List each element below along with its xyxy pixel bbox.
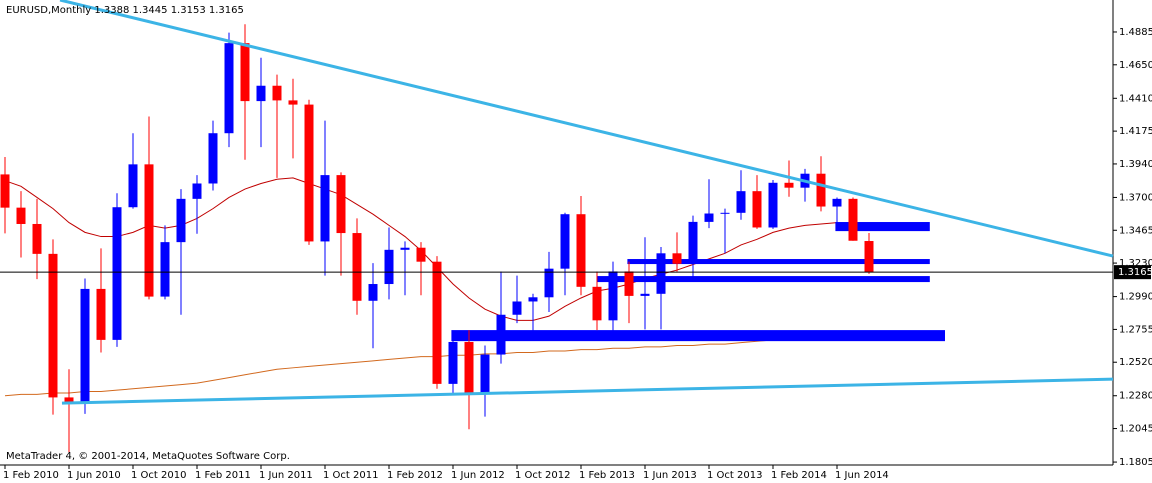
candle-body [480,354,490,393]
candle-body [688,221,698,264]
y-tick-label: 1.4175 [1119,126,1152,137]
y-tick-label: 1.2990 [1119,292,1152,303]
candle-body [288,100,298,105]
y-tick-label: 1.2755 [1119,324,1152,335]
x-tick-label: 1 Feb 2013 [579,470,635,481]
candle-body [576,214,586,287]
y-tick-label: 1.3700 [1119,192,1152,203]
candle-body [64,397,74,403]
candle-body [32,223,42,254]
zone [451,330,945,342]
candle-body [432,261,442,384]
candle-body [304,104,314,242]
x-tick-label: 1 Oct 2010 [131,470,186,481]
x-tick-label: 1 Feb 2012 [387,470,443,481]
candle-body [768,182,778,228]
zone [835,222,930,232]
y-tick-label: 1.4885 [1119,27,1152,38]
candle-body [848,198,858,241]
chart-title: EURUSD,Monthly 1.3388 1.3445 1.3153 1.31… [6,5,244,16]
candle-body [560,214,570,269]
x-tick-label: 1 Feb 2010 [3,470,59,481]
candle-body [352,233,362,301]
candle-body [384,249,394,285]
x-tick-label: 1 Jun 2011 [259,470,313,481]
candle-body [672,253,682,264]
x-tick-label: 1 Feb 2011 [195,470,251,481]
x-tick-label: 1 Feb 2014 [771,470,827,481]
candle-body [400,247,410,250]
candle-body [48,253,58,398]
x-tick-label: 1 Jun 2010 [67,470,121,481]
candle-body [0,174,10,208]
y-tick-label: 1.2045 [1119,424,1152,435]
candle-body [80,288,90,403]
candle-body [816,173,826,207]
current-price-box [1114,265,1151,280]
trend-line [61,377,1114,405]
candle-body [512,301,522,315]
x-tick-label: 1 Jun 2013 [643,470,697,481]
candle-body [160,242,170,297]
footer: MetaTrader 4, © 2001-2014, MetaQuotes So… [6,451,290,462]
candle-body [240,43,250,102]
candle-body [144,164,154,297]
y-tick-label: 1.3230 [1119,258,1152,269]
candle-body [96,288,106,340]
y-tick-label: 1.3465 [1119,225,1152,236]
zone [597,276,930,283]
y-tick-label: 1.2520 [1119,357,1152,368]
candle-body [752,191,762,228]
current-price-label: 1.3165 [1118,267,1152,278]
x-tick-label: 1 Jun 2014 [835,470,889,481]
candle-body [704,213,714,222]
x-tick-label: 1 Jun 2012 [451,470,505,481]
x-tick-label: 1 Oct 2012 [515,470,570,481]
candle-body [640,293,650,296]
y-tick-label: 1.4410 [1119,93,1152,104]
candle-body [528,297,538,302]
candle-body [608,271,618,321]
y-tick-label: 1.1805 [1119,457,1152,468]
candle-body [720,212,730,214]
candle-body [176,198,186,243]
candle-body [544,268,554,298]
candle-body [624,271,634,296]
candle-body [192,183,202,199]
candle-body [592,286,602,321]
candle-body [336,175,346,234]
candle-body [224,43,234,134]
candle-body [416,247,426,262]
candle-body [832,198,842,207]
candle-body [128,164,138,208]
y-tick-label: 1.3940 [1119,159,1152,170]
y-tick-label: 1.2280 [1119,391,1152,402]
candle-body [16,207,26,224]
candle-body [208,133,218,184]
candle-body [320,175,330,242]
x-tick-label: 1 Oct 2011 [323,470,378,481]
candle-body [784,182,794,188]
candle-body [496,314,506,355]
candle-body [256,85,266,102]
zone [627,259,930,265]
x-tick-label: 1 Oct 2013 [707,470,762,481]
candle-body [448,341,458,384]
candle-body [736,191,746,213]
candle-body [368,284,378,301]
candle-body [864,241,874,273]
candle-body [272,85,282,101]
candle-body [464,341,474,393]
trend-line [59,0,1114,258]
candle-body [112,207,122,340]
candle-body [656,253,666,294]
y-tick-label: 1.4650 [1119,60,1152,71]
